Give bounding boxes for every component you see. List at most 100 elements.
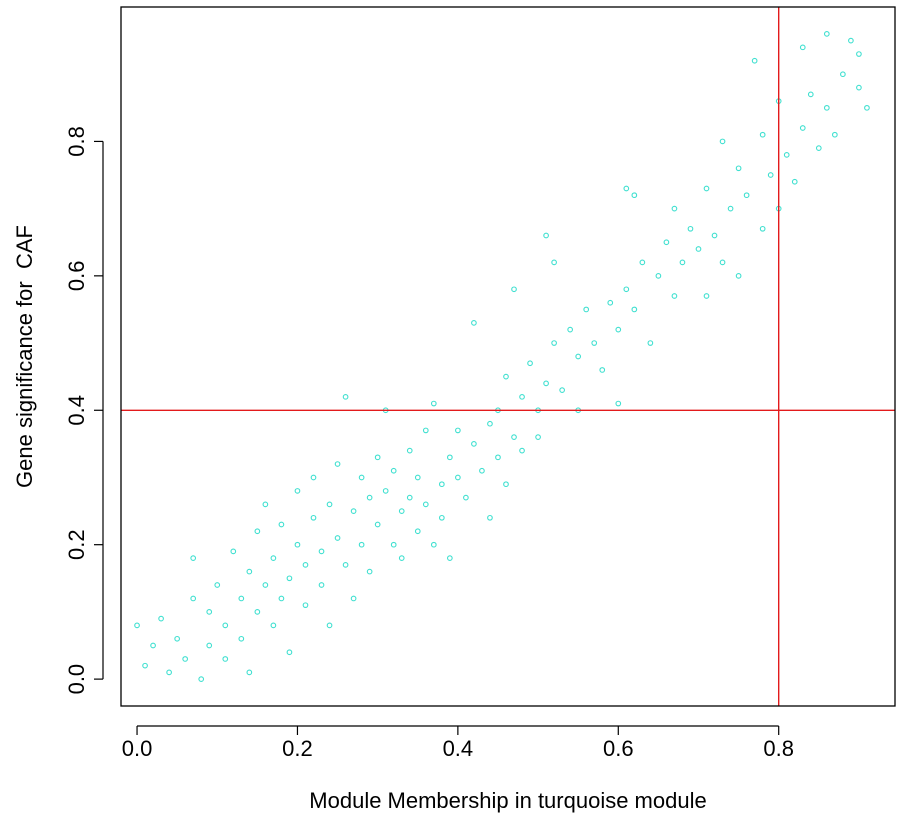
data-point [527,360,533,367]
y-axis: 0.0 0.2 0.4 0.6 0.8 [64,126,104,695]
data-point [318,582,325,588]
data-point [543,380,549,387]
y-axis-title: Gene significance for CAF [12,225,37,488]
data-point [791,178,798,185]
data-point [687,225,694,232]
data-point [350,595,357,602]
data-point [455,474,461,481]
data-point [438,481,445,488]
data-point [735,165,742,172]
data-point [815,145,822,151]
data-point [823,104,830,111]
x-axis-title: Module Membership in turquoise module [309,788,706,813]
data-point [374,454,381,461]
data-point [430,541,437,548]
data-point [447,555,453,561]
data-point [414,528,421,535]
data-point [615,400,622,407]
data-point [158,615,164,622]
data-point [302,602,309,609]
x-axis: 0.0 0.2 0.4 0.6 0.8 [122,725,794,761]
data-point [366,494,373,501]
x-tick-label: 0.4 [443,736,474,761]
data-point [848,37,854,44]
data-point [607,299,614,306]
data-point [655,273,662,279]
data-point [390,541,397,548]
data-point [840,71,846,78]
data-point [374,521,381,528]
data-point [631,192,638,199]
data-point [350,508,357,514]
data-point [647,340,654,346]
data-point [511,434,517,441]
plot-frame [120,6,896,707]
data-point [342,562,349,568]
data-point [358,541,365,548]
data-point [487,420,493,427]
data-point [358,474,365,481]
data-point [695,246,702,252]
data-point [495,454,501,461]
data-point [864,104,870,111]
data-point [238,595,245,602]
data-point [679,259,686,266]
data-point [783,152,790,158]
data-point [406,447,413,454]
data-point [414,474,421,481]
data-point [206,609,213,615]
data-point [623,286,630,293]
data-point [294,488,301,494]
y-tick-label: 0.0 [64,664,89,695]
data-point [174,635,180,642]
data-point [222,656,229,662]
data-point [150,642,156,649]
data-point [671,293,678,299]
y-tick-label: 0.4 [64,395,89,426]
data-point [406,494,413,501]
data-point [591,340,598,346]
x-tick-label: 0.2 [282,736,313,761]
y-tick-label: 0.2 [64,529,89,560]
data-point [310,514,317,521]
data-point [799,44,806,51]
data-point [503,373,509,380]
data-point [238,635,245,642]
data-point [503,481,509,488]
data-point [142,662,148,669]
data-point [551,340,557,346]
data-point [463,494,469,501]
data-point [719,259,726,266]
data-point [663,239,670,246]
data-point [278,521,285,528]
data-point [334,535,341,541]
data-point [254,609,261,615]
data-point [759,225,766,232]
data-point [567,326,574,333]
data-point [856,51,862,57]
data-point [430,400,437,407]
data-point [398,508,405,514]
data-point [390,467,397,474]
data-point [326,501,333,508]
data-point [831,131,838,138]
data-point [623,185,630,192]
data-point [222,622,229,629]
data-point [382,488,389,494]
data-point [447,454,453,461]
data-point [519,447,525,454]
data-point [438,514,445,521]
data-point [519,393,525,400]
data-point [751,57,758,64]
data-point [583,306,590,313]
x-tick-label: 0.6 [603,736,634,761]
data-point [246,669,253,676]
data-point [767,172,774,178]
data-point [230,548,237,555]
data-point [398,555,405,561]
data-point [302,562,309,568]
data-point [799,125,806,131]
data-point [214,582,221,588]
data-point [286,649,293,656]
data-point [294,541,301,548]
